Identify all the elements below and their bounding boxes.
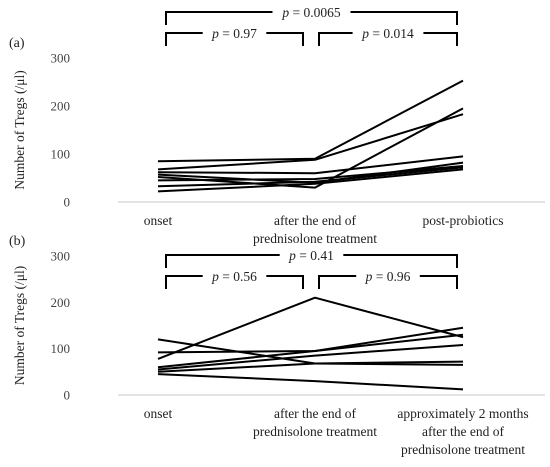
y-tick-label: 200: [51, 99, 71, 114]
p-value-label-bg: [356, 267, 420, 285]
x-category-label: onset: [144, 213, 173, 228]
p-value-label: p = 0.0065: [281, 5, 340, 20]
p-value-label: p = 0.97: [211, 26, 257, 41]
y-tick-label: 100: [51, 341, 71, 356]
subject-line: [157, 107, 464, 189]
subject-line: [157, 168, 464, 193]
x-category-label: onset: [144, 406, 173, 421]
subject-line: [157, 373, 464, 391]
p-value-label: p = 0.014: [361, 26, 414, 41]
subject-line: [157, 113, 464, 171]
p-value-label-bg: [279, 246, 344, 264]
subject-line: [157, 79, 464, 163]
subject-line: [157, 333, 464, 369]
x-category-label: post-probiotics: [423, 213, 504, 228]
chart-panel-2: (b) Number of Tregs (/μl) 0 100 200 300 onset a…: [9, 234, 545, 457]
y-tick-label: 100: [51, 147, 71, 162]
x-category-label: approximately 2 months after the end of pr…: [397, 406, 528, 457]
p-value-label: p = 0.41: [288, 248, 334, 263]
p-value-label: p = 0.96: [365, 269, 411, 284]
p-value-label-bg: [352, 24, 424, 42]
p-value-label-bg: [272, 3, 351, 21]
chart-panel-1: (a) Number of Tregs (/μl) 0 100 200 300 onset a…: [9, 3, 545, 246]
y-axis-label: Number of Tregs (/μl): [12, 266, 27, 385]
subject-line: [157, 344, 464, 371]
y-tick-label: 300: [51, 249, 71, 264]
p-value-label-bg: [202, 267, 267, 285]
subject-line: [157, 296, 464, 360]
subject-line: [157, 155, 464, 175]
subject-line: [157, 360, 464, 373]
panel-label: (a): [9, 36, 25, 51]
y-axis-label: Number of Tregs (/μl): [12, 70, 27, 189]
y-tick-label: 200: [51, 295, 71, 310]
panel-label: (b): [9, 234, 26, 249]
y-tick-label: 300: [51, 51, 71, 66]
y-tick-label: 0: [64, 388, 71, 403]
subject-line: [157, 166, 464, 188]
x-category-label: after the end of prednisolone treatment: [253, 406, 377, 439]
x-category-label: after the end of prednisolone treatment: [253, 213, 377, 246]
p-value-label-bg: [202, 24, 267, 42]
p-value-label: p = 0.56: [211, 269, 257, 284]
y-tick-label: 0: [64, 195, 71, 210]
subject-line: [157, 165, 464, 182]
